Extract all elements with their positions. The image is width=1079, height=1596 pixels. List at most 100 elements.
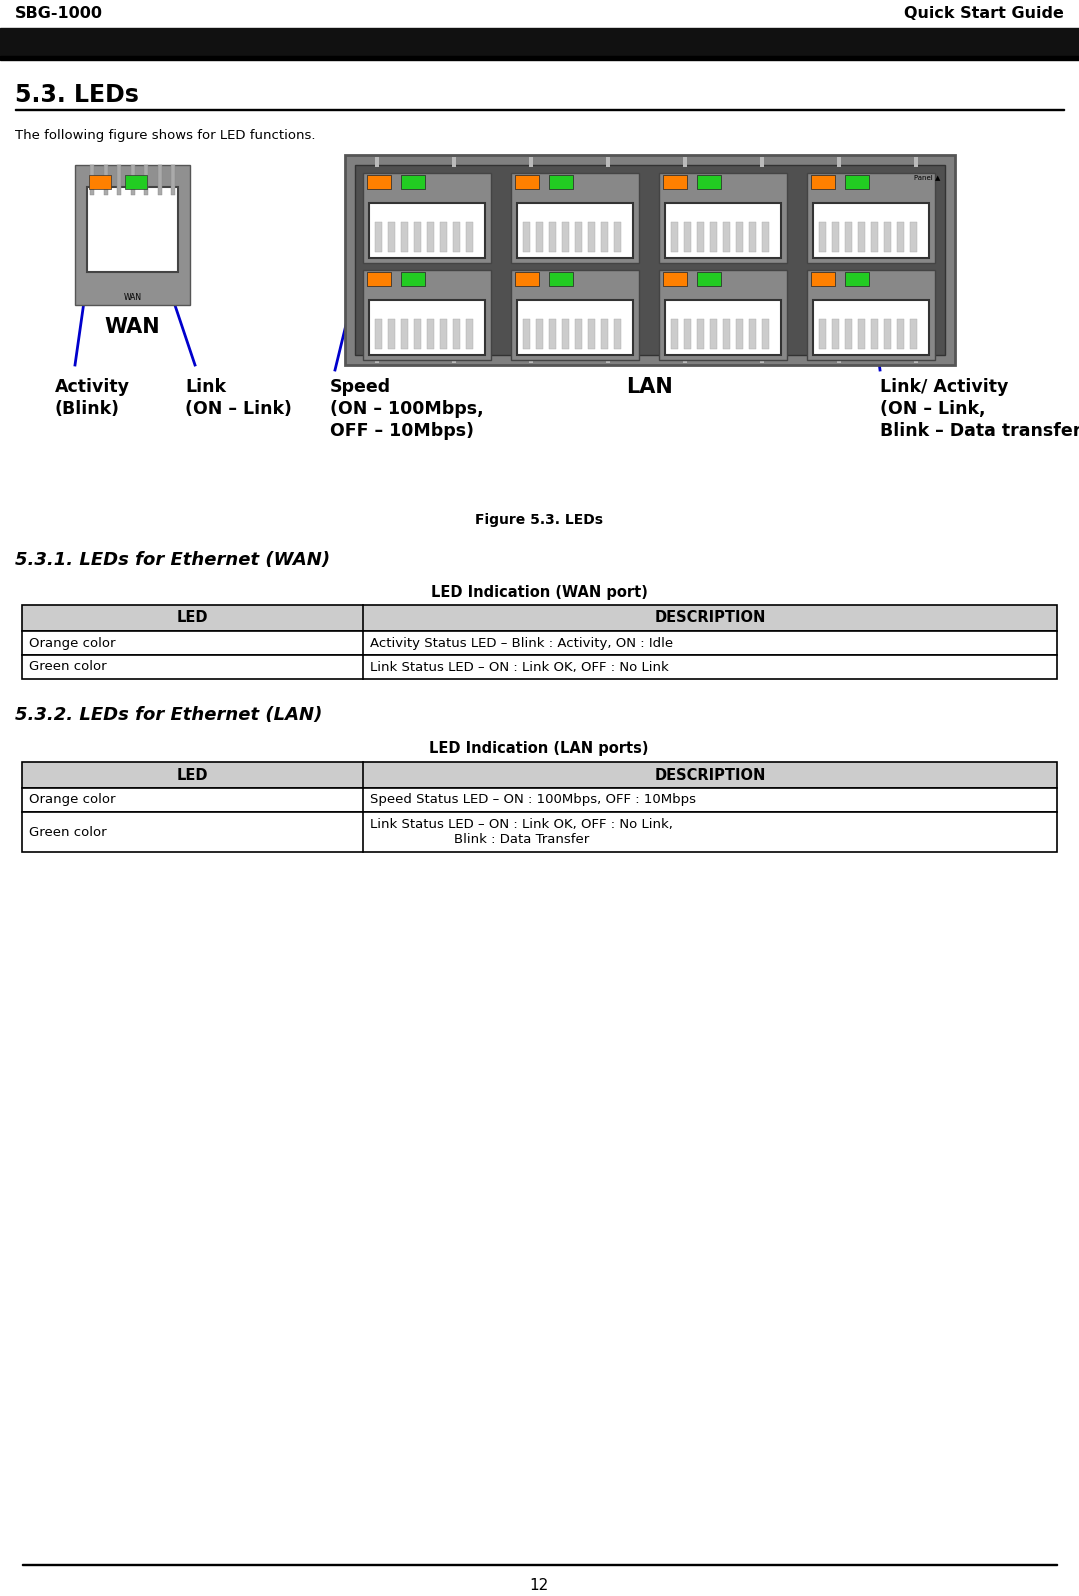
Bar [375, 222, 382, 252]
Bar [401, 222, 408, 252]
Bar [819, 222, 827, 252]
Bar [659, 172, 787, 263]
Bar [170, 164, 175, 195]
Bar [837, 156, 841, 168]
Bar [414, 222, 421, 252]
Text: LAN: LAN [627, 377, 673, 397]
Bar [588, 319, 595, 350]
Text: DESCRIPTION: DESCRIPTION [654, 611, 766, 626]
Text: 5.3.2. LEDs for Ethernet (LAN): 5.3.2. LEDs for Ethernet (LAN) [15, 705, 323, 725]
Bar [440, 222, 447, 252]
Text: The following figure shows for LED functions.: The following figure shows for LED funct… [15, 129, 315, 142]
Bar [144, 164, 148, 195]
Text: LED: LED [177, 611, 208, 626]
Bar [523, 222, 530, 252]
Bar [453, 319, 460, 350]
Bar [723, 319, 730, 350]
Bar [845, 271, 869, 286]
Bar [369, 203, 484, 259]
Text: Link Status LED – ON : Link OK, OFF : No Link,
Blink : Data Transfer: Link Status LED – ON : Link OK, OFF : No… [370, 819, 673, 846]
Text: SBG-1000: SBG-1000 [15, 6, 103, 21]
Text: Speed
(ON – 100Mbps,
OFF – 10Mbps): Speed (ON – 100Mbps, OFF – 10Mbps) [330, 378, 483, 440]
Bar [819, 319, 827, 350]
Bar [807, 270, 935, 361]
Bar [614, 319, 622, 350]
Bar [466, 222, 473, 252]
Bar [665, 300, 781, 354]
Bar [22, 605, 1057, 630]
Bar [87, 187, 178, 271]
Bar [762, 222, 769, 252]
Bar [523, 319, 530, 350]
Bar [511, 270, 639, 361]
Bar [812, 203, 929, 259]
Bar [884, 222, 891, 252]
Bar [388, 222, 395, 252]
Bar [697, 222, 704, 252]
Text: Green color: Green color [29, 661, 107, 674]
Bar [562, 319, 569, 350]
Bar [910, 319, 917, 350]
Text: LED Indication (WAN port): LED Indication (WAN port) [431, 584, 647, 600]
Text: 5.3. LEDs: 5.3. LEDs [15, 83, 139, 107]
Text: Activity
(Blink): Activity (Blink) [55, 378, 129, 418]
Bar [452, 353, 456, 362]
Bar [884, 319, 891, 350]
Bar [914, 156, 918, 168]
Text: LED: LED [177, 768, 208, 782]
Bar [683, 353, 687, 362]
Bar [367, 271, 391, 286]
Text: Orange color: Orange color [29, 793, 115, 806]
Bar [375, 353, 379, 362]
Text: Speed Status LED – ON : 100Mbps, OFF : 10Mbps: Speed Status LED – ON : 100Mbps, OFF : 1… [370, 793, 696, 806]
Bar [388, 319, 395, 350]
Bar [606, 156, 610, 168]
Bar [549, 222, 556, 252]
Text: Link
(ON – Link): Link (ON – Link) [185, 378, 292, 418]
Text: Quick Start Guide: Quick Start Guide [904, 6, 1064, 21]
Bar [914, 353, 918, 362]
Bar [760, 156, 764, 168]
Bar [401, 319, 408, 350]
Bar [414, 319, 421, 350]
Bar [665, 203, 781, 259]
Bar [22, 654, 1057, 678]
Bar [663, 271, 687, 286]
Bar [871, 222, 878, 252]
Bar [0, 29, 1079, 56]
Bar [517, 300, 633, 354]
Bar [549, 319, 556, 350]
Bar [601, 222, 607, 252]
Text: 12: 12 [530, 1577, 548, 1593]
Bar [529, 156, 533, 168]
Bar [562, 222, 569, 252]
Bar [22, 812, 1057, 852]
Bar [663, 176, 687, 188]
Bar [0, 0, 1079, 29]
Bar [549, 271, 573, 286]
Bar [684, 319, 691, 350]
Text: Green color: Green color [29, 825, 107, 838]
Bar [440, 319, 447, 350]
Bar [811, 271, 835, 286]
Bar [858, 222, 865, 252]
Bar [104, 164, 108, 195]
Text: Link Status LED – ON : Link OK, OFF : No Link: Link Status LED – ON : Link OK, OFF : No… [370, 661, 669, 674]
Bar [515, 271, 540, 286]
Bar [363, 270, 491, 361]
Bar [536, 319, 543, 350]
Bar [76, 164, 190, 305]
Bar [22, 630, 1057, 654]
Bar [90, 164, 94, 195]
Bar [736, 222, 743, 252]
Text: Orange color: Orange color [29, 637, 115, 650]
Bar [345, 155, 955, 365]
Bar [401, 176, 425, 188]
Text: LED Indication (LAN ports): LED Indication (LAN ports) [429, 741, 648, 755]
Text: DESCRIPTION: DESCRIPTION [654, 768, 766, 782]
Bar [762, 319, 769, 350]
Text: Activity Status LED – Blink : Activity, ON : Idle: Activity Status LED – Blink : Activity, … [370, 637, 673, 650]
Bar [453, 222, 460, 252]
Bar [22, 761, 1057, 788]
Bar [367, 176, 391, 188]
